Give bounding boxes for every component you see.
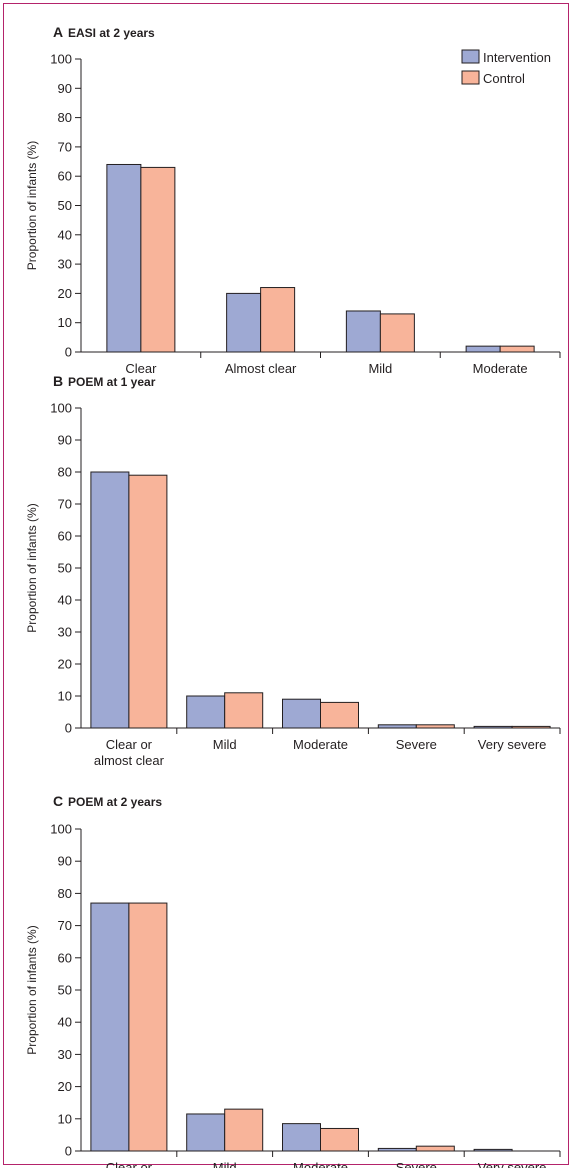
panel-b-bar-intervention [473,725,513,729]
panel-c-y-tick-label: 60 [58,950,72,965]
panel-b-bar-intervention [186,695,226,729]
panel-c-bar-control [415,1145,455,1152]
panel-b-y-axis-label: Proportion of infants (%) [25,503,39,632]
panel-c-y-tick-label: 40 [58,1015,72,1030]
figure-frame [3,3,569,1165]
panel-c-category-label: Very severe [478,1160,547,1168]
panel-b-bar-control [128,474,168,729]
panel-a-y-axis-label: Proportion of infants (%) [25,141,39,270]
panel-a-y-tick-label: 100 [50,52,72,67]
panel-a-y-tick-label: 70 [58,139,72,154]
panel-a-y-tick-label: 60 [58,169,72,184]
panel-c-y-tick-label: 20 [58,1079,72,1094]
panel-b-bar-control [415,724,455,729]
panel-a-letter: A [53,24,63,40]
panel-c-y-tick-label: 10 [58,1111,72,1126]
panel-a-bar-control [140,166,176,353]
panel-c-letter: C [53,793,63,809]
panel-c-category-label: Severe [396,1160,437,1168]
panel-c-y-tick-label: 90 [58,854,72,869]
panel-b-category-label: Mild [213,737,237,752]
panel-c-category-label: Mild [213,1160,237,1168]
panel-b-bar-intervention [282,698,321,729]
panel-a-bar-intervention [226,292,262,353]
panel-c-y-tick-label: 0 [65,1144,72,1159]
panel-c-bar-control [128,902,168,1152]
panel-c-y-tick-label: 100 [50,822,72,837]
panel-b-bar-control [320,701,359,729]
panel-b-y-tick-label: 70 [58,497,72,512]
panel-a-y-tick-label: 80 [58,110,72,125]
panel-c-bar-control [320,1127,359,1152]
panel-c-y-tick-label: 80 [58,886,72,901]
legend-swatch-intervention [461,49,480,64]
panel-b-y-tick-label: 20 [58,657,72,672]
panel-a-bar-intervention [345,310,381,353]
panel-c-y-tick-label: 30 [58,1047,72,1062]
panel-b-title: POEM at 1 year [68,375,156,389]
panel-b-category-label: Severe [396,737,437,752]
panel-a-category-label: Clear [125,361,157,376]
legend-swatch-control [461,70,480,85]
panel-c-title: POEM at 2 years [68,795,162,809]
panel-b-y-tick-label: 90 [58,433,72,448]
panel-a-y-tick-label: 40 [58,227,72,242]
panel-c-bar-intervention [377,1147,417,1152]
panel-c-category-label: Clear or [106,1160,153,1168]
panel-b-y-tick-label: 0 [65,721,72,736]
legend-label-intervention: Intervention [483,50,551,65]
panel-c-bar-intervention [90,902,130,1152]
panel-a-bar-control [499,345,535,353]
panel-b-category-label: Moderate [293,737,348,752]
panel-b-bar-control [224,692,264,729]
panel-c-bar-intervention [186,1113,226,1152]
panel-a-bar-intervention [465,345,501,353]
panel-a-category-label: Mild [368,361,392,376]
panel-c-bar-control [224,1108,264,1152]
panel-b-bar-intervention [90,471,130,729]
panel-a-bar-control [379,313,415,353]
panel-b-y-tick-label: 40 [58,593,72,608]
panel-b-category-label: Clear or [106,737,153,752]
panel-a-y-tick-label: 90 [58,81,72,96]
panel-b-y-tick-label: 10 [58,689,72,704]
panel-a-bar-control [260,287,296,353]
panel-c-y-axis-label: Proportion of infants (%) [25,925,39,1054]
panel-c-y-tick-label: 70 [58,918,72,933]
panel-b-y-tick-label: 100 [50,401,72,416]
panel-a-category-label: Almost clear [225,361,297,376]
panel-c-bar-intervention [282,1123,321,1152]
panel-c-y-tick-label: 50 [58,983,72,998]
panel-b-y-tick-label: 30 [58,625,72,640]
panel-a-bar-intervention [106,163,142,353]
panel-b-letter: B [53,373,63,389]
panel-b-category-label: Very severe [478,737,547,752]
panel-b-y-tick-label: 60 [58,529,72,544]
panel-a-y-tick-label: 20 [58,286,72,301]
panel-a-category-label: Moderate [473,361,528,376]
panel-b-bar-control [511,725,551,729]
panel-c-bar-intervention [473,1148,513,1152]
panel-a-y-tick-label: 50 [58,198,72,213]
panel-c-category-label: Moderate [293,1160,348,1168]
panel-a-y-tick-label: 0 [65,345,72,360]
legend-label-control: Control [483,71,525,86]
panel-a-title: EASI at 2 years [68,26,155,40]
panel-b-y-tick-label: 50 [58,561,72,576]
panel-b-bar-intervention [377,724,417,729]
panel-b-category-label: almost clear [94,753,165,768]
panel-a-y-tick-label: 30 [58,257,72,272]
panel-b-y-tick-label: 80 [58,465,72,480]
panel-a-y-tick-label: 10 [58,315,72,330]
